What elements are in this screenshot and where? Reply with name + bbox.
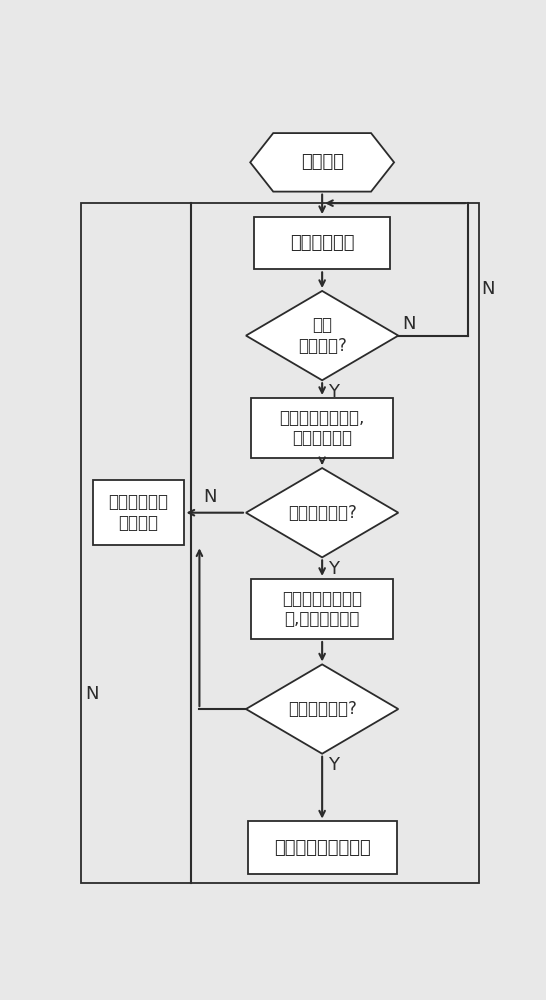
FancyBboxPatch shape (254, 217, 390, 269)
Text: 是否符合标准?: 是否符合标准? (288, 504, 357, 522)
Polygon shape (246, 468, 399, 557)
Polygon shape (246, 291, 399, 380)
Text: Y: Y (329, 383, 340, 401)
Text: N: N (204, 488, 217, 506)
Text: N: N (402, 315, 416, 333)
Text: 系统启动: 系统启动 (301, 153, 343, 171)
Polygon shape (250, 133, 394, 192)
Text: N: N (481, 280, 494, 298)
FancyBboxPatch shape (251, 398, 393, 458)
Polygon shape (246, 664, 399, 754)
Bar (81, 203, 479, 883)
Text: 装载手机电池: 装载手机电池 (290, 234, 354, 252)
Text: 电池
是否到位?: 电池 是否到位? (298, 316, 347, 355)
Text: Y: Y (329, 560, 340, 578)
FancyBboxPatch shape (248, 821, 396, 874)
Text: 极耳胶检测工位取
像,进行图像分析: 极耳胶检测工位取 像,进行图像分析 (282, 590, 362, 628)
Text: 取出电池（合格品）: 取出电池（合格品） (274, 839, 371, 857)
Text: 极耳检测工位取像,
进行图像分析: 极耳检测工位取像, 进行图像分析 (280, 409, 365, 447)
Text: N: N (85, 685, 99, 703)
Text: 取出电池（不
合格品）: 取出电池（不 合格品） (108, 493, 168, 532)
Text: Y: Y (329, 756, 340, 774)
FancyBboxPatch shape (93, 480, 183, 545)
Text: 是否符合标准?: 是否符合标准? (288, 700, 357, 718)
FancyBboxPatch shape (251, 579, 393, 639)
